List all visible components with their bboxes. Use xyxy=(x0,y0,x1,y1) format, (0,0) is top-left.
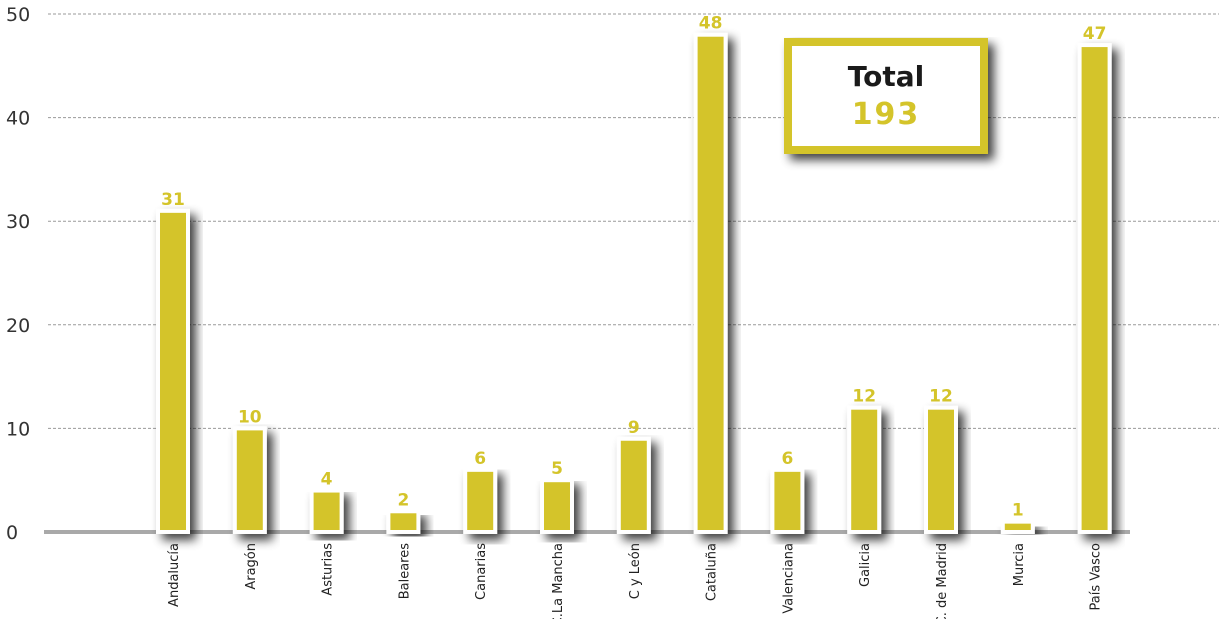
category-label: C y León xyxy=(628,543,643,599)
total-label: Total xyxy=(848,60,925,93)
bar xyxy=(770,467,805,534)
category-label: Cataluña xyxy=(705,543,720,601)
value-label: 2 xyxy=(397,490,409,510)
value-label: 10 xyxy=(238,407,262,427)
category-label: Andalucía xyxy=(167,543,182,607)
value-label: 6 xyxy=(474,449,486,469)
value-label: 12 xyxy=(929,387,953,407)
category-label: Asturias xyxy=(321,543,336,596)
category-label: Galicia xyxy=(858,543,873,587)
bar xyxy=(616,436,651,535)
total-box-frame xyxy=(784,38,988,154)
total-box: Total 193 xyxy=(784,38,988,154)
bar xyxy=(847,405,882,534)
y-tick-label: 50 xyxy=(6,4,30,26)
bar xyxy=(232,426,267,534)
total-value: 193 xyxy=(852,97,921,132)
category-label: C. de Madrid xyxy=(935,543,950,619)
category-label: País Vasco xyxy=(1089,543,1104,611)
bar xyxy=(156,208,190,534)
category-label: C. Valenciana xyxy=(781,543,796,619)
y-tick-label: 40 xyxy=(6,108,30,130)
category-label: Murcia xyxy=(1012,543,1027,586)
bar xyxy=(540,478,574,535)
bar xyxy=(1077,43,1112,535)
bar xyxy=(309,488,344,534)
gridlines xyxy=(48,13,1219,429)
category-label: Canarias xyxy=(474,543,489,600)
y-tick-label: 0 xyxy=(6,522,18,544)
value-label: 48 xyxy=(699,14,723,34)
bar xyxy=(693,32,728,534)
category-label: Aragón xyxy=(244,543,259,590)
value-label: 4 xyxy=(321,470,333,490)
value-label: 9 xyxy=(628,418,640,438)
y-axis-ticks: 0 10 20 30 40 50 xyxy=(6,4,30,544)
y-tick-label: 30 xyxy=(6,211,30,233)
bar xyxy=(924,405,958,534)
value-label: 12 xyxy=(852,387,876,407)
category-label: Baleares xyxy=(397,543,412,600)
value-label: 47 xyxy=(1083,24,1107,44)
bar xyxy=(1000,519,1035,535)
category-label: C.La Mancha xyxy=(551,543,566,619)
value-label: 6 xyxy=(781,449,793,469)
category-labels: Andalucía Aragón Asturias Baleares Canarias C… xyxy=(167,543,1104,619)
y-tick-label: 10 xyxy=(6,418,30,440)
bar xyxy=(463,467,498,534)
value-label: 1 xyxy=(1012,501,1024,521)
value-label: 5 xyxy=(551,459,563,479)
value-label: 31 xyxy=(161,190,185,210)
value-labels: 31 10 4 2 6 5 9 48 6 12 12 1 47 xyxy=(161,14,1106,521)
bar xyxy=(386,509,421,534)
y-tick-label: 20 xyxy=(6,315,30,337)
bars xyxy=(156,32,1112,535)
